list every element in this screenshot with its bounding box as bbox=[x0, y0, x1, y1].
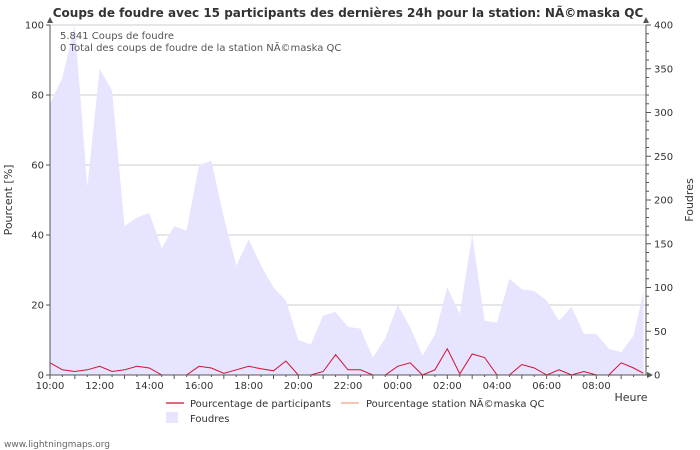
y2-tick-label: 200 bbox=[654, 196, 673, 207]
x-tick-label: 16:00 bbox=[185, 381, 214, 392]
annotation-station-total: 0 Total des coups de foudre de la statio… bbox=[60, 41, 341, 54]
legend-label-station: Pourcentage station NÃ©maska QC bbox=[366, 397, 545, 410]
x-tick-label: 04:00 bbox=[483, 381, 512, 392]
x-tick-label: 08:00 bbox=[582, 381, 611, 392]
series-foudres-area bbox=[50, 25, 644, 375]
y2-tick-label: 350 bbox=[654, 64, 673, 75]
x-tick-label: 14:00 bbox=[135, 381, 164, 392]
y-tick-label: 0 bbox=[38, 371, 44, 382]
footer-credit: www.lightningmaps.org bbox=[4, 440, 110, 450]
y-tick-label: 40 bbox=[31, 231, 44, 242]
area-layer bbox=[50, 25, 644, 375]
legend-label-foudres: Foudres bbox=[190, 414, 229, 425]
y2-tick-label: 150 bbox=[654, 239, 673, 250]
y2-tick-label: 300 bbox=[654, 108, 673, 119]
y-tick-label: 60 bbox=[31, 161, 44, 172]
legend: Pourcentage de participants Pourcentage … bbox=[166, 397, 545, 425]
y2-tick-label: 100 bbox=[654, 283, 673, 294]
chart-title: Coups de foudre avec 15 participants des… bbox=[53, 5, 644, 20]
y-tick-label: 100 bbox=[25, 21, 44, 32]
x-tick-label: 10:00 bbox=[36, 381, 65, 392]
y2-tick-label: 0 bbox=[654, 371, 660, 382]
x-tick-label: 22:00 bbox=[334, 381, 363, 392]
x-axis-arrow bbox=[647, 372, 653, 378]
x-axis-label: Heure bbox=[614, 391, 647, 404]
y2-axis-arrow bbox=[643, 17, 649, 23]
axes: 0 20 40 60 80 100 0 50 100 150 200 250 300 350 400 10:0… bbox=[25, 17, 673, 392]
y2-tick-label: 50 bbox=[654, 327, 667, 338]
plot-area: 0 20 40 60 80 100 0 50 100 150 200 250 300 350 400 10:0… bbox=[25, 17, 673, 392]
legend-swatch-foudres bbox=[166, 412, 178, 423]
x-tick-label: 20:00 bbox=[284, 381, 313, 392]
x-tick-label: 18:00 bbox=[234, 381, 263, 392]
y-tick-label: 20 bbox=[31, 301, 44, 312]
x-tick-label: 02:00 bbox=[433, 381, 462, 392]
y2-tick-label: 400 bbox=[654, 21, 673, 32]
x-tick-label: 12:00 bbox=[85, 381, 114, 392]
legend-label-participants: Pourcentage de participants bbox=[190, 399, 331, 410]
y2-axis-label: Foudres bbox=[683, 178, 696, 222]
y-axis-label: Pourcent [%] bbox=[2, 165, 15, 236]
x-tick-label: 06:00 bbox=[532, 381, 561, 392]
y-tick-label: 80 bbox=[31, 91, 44, 102]
y2-tick-label: 250 bbox=[654, 152, 673, 163]
y-axis-arrow bbox=[47, 17, 53, 23]
annotation-strike-count: 5.841 Coups de foudre bbox=[60, 31, 174, 42]
x-tick-label: 00:00 bbox=[383, 381, 412, 392]
